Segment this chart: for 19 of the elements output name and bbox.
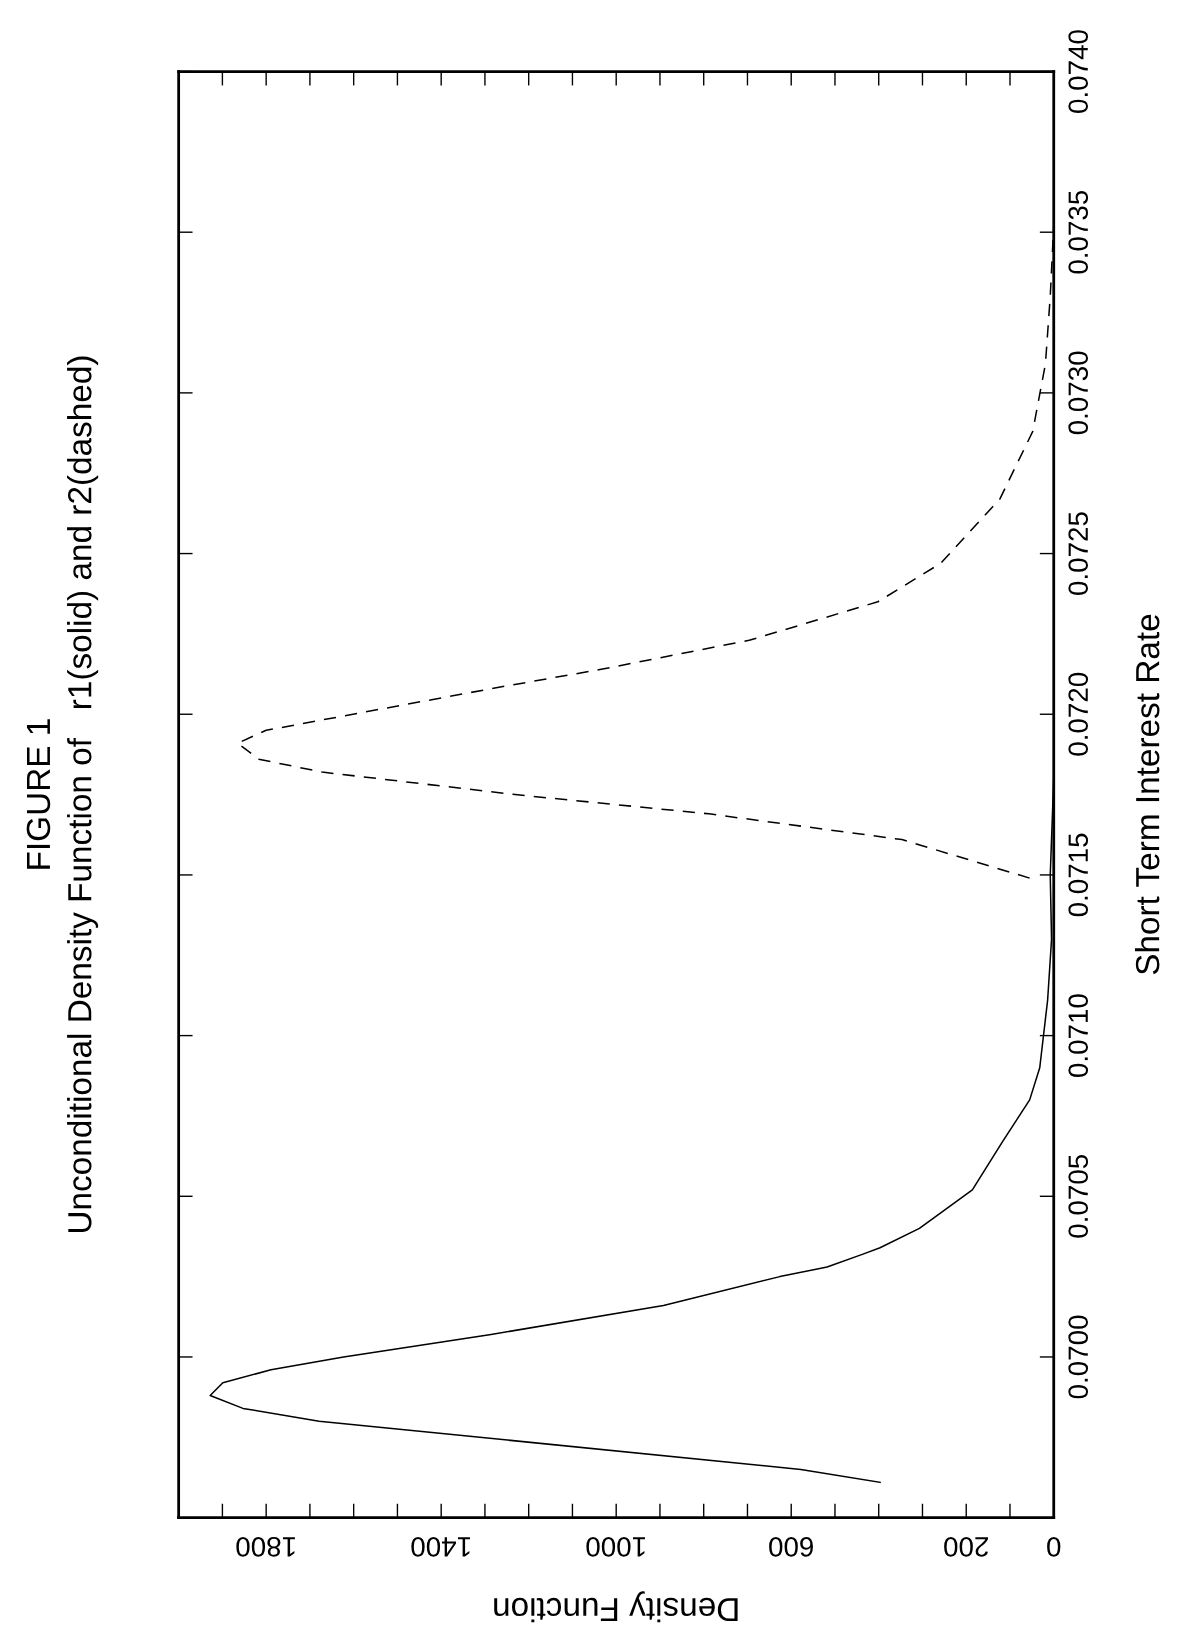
x-tick-label: 1800 [236,1537,295,1557]
y-tick-label: 0.0730 [1068,351,1089,435]
y-tick-label: 0.0725 [1068,512,1089,595]
y-tick-label: 0.0705 [1068,1154,1089,1238]
y-tick-label: 0.0715 [1068,833,1089,917]
y-tick-label: 0.0720 [1068,672,1089,756]
text: Unconditional Density Function of r1(solid) and r2(dashed) [67,356,99,1233]
y-tick-label: 0.0710 [1068,994,1089,1077]
x-tick-label: 200 [944,1537,988,1557]
y-tick-label: 0.0740 [1068,30,1089,113]
y-tick-label: 0.0700 [1068,1315,1089,1399]
text: FIGURE 1 [26,719,51,869]
x-tick-label: 1400 [411,1537,470,1557]
x-axis-title: Density Function [494,1591,738,1623]
y-tick-label: 0.0735 [1068,190,1089,274]
x-tick-label: 600 [769,1537,813,1557]
x-tick-label: 1000 [586,1537,645,1557]
y-axis-title: Short Term Interest Rate [1134,614,1160,975]
x-tick-label: 0 [1047,1537,1061,1557]
